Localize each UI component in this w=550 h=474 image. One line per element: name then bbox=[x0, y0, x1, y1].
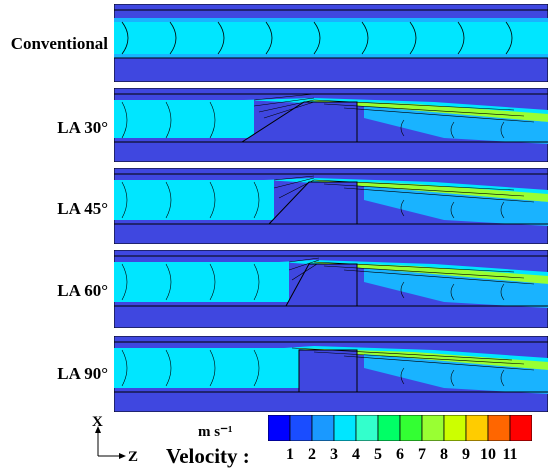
legend-tick-label: 1 bbox=[286, 446, 294, 463]
legend-swatch bbox=[509, 414, 533, 442]
legend-swatch bbox=[443, 414, 467, 442]
legend-swatch bbox=[465, 414, 489, 442]
legend-unit: m s⁻¹ bbox=[198, 424, 233, 440]
legend-swatch bbox=[289, 414, 313, 442]
legend-swatch bbox=[377, 414, 401, 442]
axis-triad bbox=[88, 416, 138, 466]
legend-tick-label: 5 bbox=[374, 446, 382, 463]
label-conventional: Conventional bbox=[10, 34, 108, 53]
velocity-vectors bbox=[121, 347, 535, 387]
label-la-45: LA 45° bbox=[57, 199, 108, 218]
panel-la-60 bbox=[114, 250, 548, 328]
label-la-90: LA 90° bbox=[57, 364, 108, 383]
axis-z-label: Z bbox=[128, 449, 139, 465]
color-legend bbox=[267, 414, 533, 446]
legend-swatch bbox=[355, 414, 379, 442]
legend-swatch bbox=[487, 414, 511, 442]
label-la-60: LA 60° bbox=[57, 281, 108, 300]
legend-swatch bbox=[311, 414, 335, 442]
legend-tick-label: 7 bbox=[418, 446, 426, 463]
panel-la-30 bbox=[114, 88, 548, 162]
legend-tick-label: 9 bbox=[462, 446, 470, 463]
axis-x-label: X bbox=[92, 414, 103, 430]
legend-tick-label: 8 bbox=[440, 446, 448, 463]
velocity-vectors bbox=[121, 93, 535, 139]
legend-swatch bbox=[267, 414, 291, 442]
legend-swatch bbox=[421, 414, 445, 442]
legend-swatch bbox=[399, 414, 423, 442]
legend-color-bar bbox=[267, 414, 533, 442]
panel-la-90 bbox=[114, 336, 548, 412]
axis-arrows bbox=[95, 426, 126, 459]
label-la-30: LA 30° bbox=[57, 118, 108, 137]
legend-tick-label: 11 bbox=[502, 446, 518, 463]
legend-title: Velocity : bbox=[166, 444, 250, 468]
legend-swatch bbox=[333, 414, 357, 442]
velocity-profiles bbox=[121, 21, 513, 55]
legend-tick-label: 4 bbox=[352, 446, 360, 463]
legend-tick-label: 10 bbox=[480, 446, 496, 463]
velocity-vectors bbox=[121, 175, 535, 219]
panel-la-45 bbox=[114, 168, 548, 244]
velocity-vectors bbox=[121, 257, 535, 301]
legend-tick-label: 6 bbox=[396, 446, 404, 463]
legend-tick-label: 2 bbox=[308, 446, 316, 463]
panel-conventional bbox=[114, 4, 548, 82]
legend-tick-label: 3 bbox=[330, 446, 338, 463]
